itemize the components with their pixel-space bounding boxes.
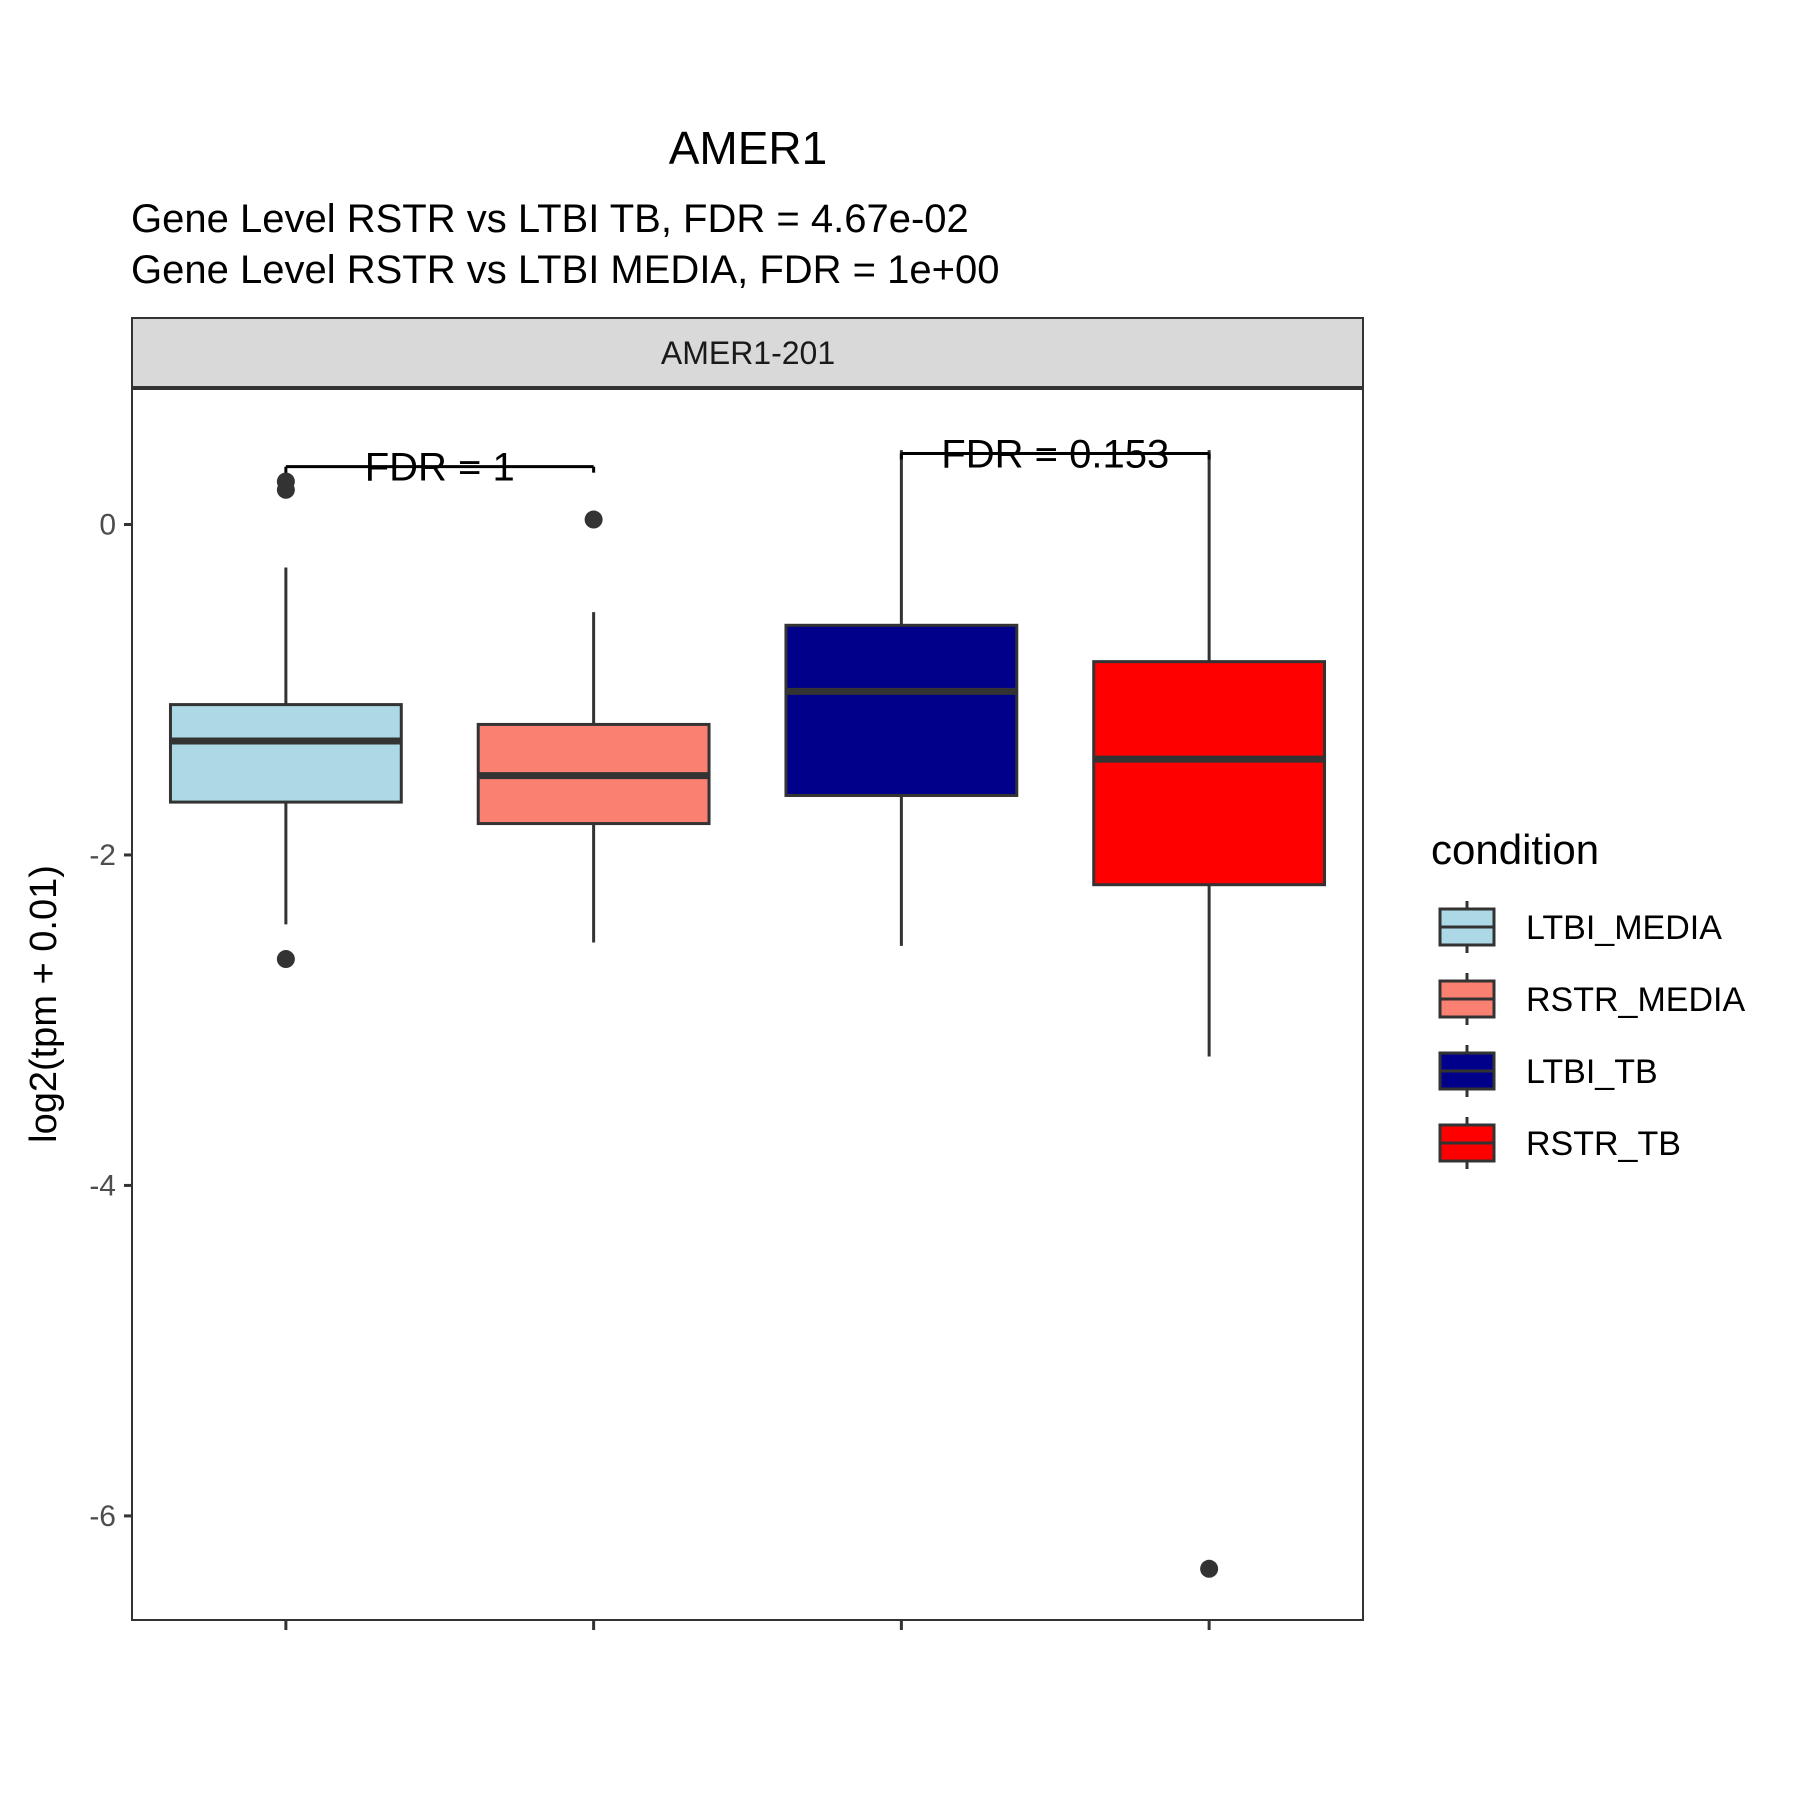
facet-strip-label: AMER1-201 bbox=[661, 335, 835, 371]
x-axis bbox=[284, 1620, 1211, 1630]
boxes-layer bbox=[168, 450, 1327, 1578]
plot-panel bbox=[131, 388, 1364, 1621]
legend-item-label: LTBI_TB bbox=[1526, 1053, 1658, 1091]
annotations-layer: FDR = 1 FDR = 0.153 bbox=[284, 432, 1211, 490]
y-tick-label: -4 bbox=[89, 1169, 116, 1202]
significance-bracket: FDR = 0.153 bbox=[899, 432, 1211, 476]
y-tick-label: 0 bbox=[99, 508, 116, 541]
chart-title: AMER1 bbox=[669, 122, 827, 174]
legend-item-rstr-tb: RSTR_TB bbox=[1438, 1117, 1681, 1169]
outlier-point bbox=[276, 950, 295, 969]
legend-item-label: RSTR_TB bbox=[1526, 1125, 1681, 1163]
box-rstr-media bbox=[476, 510, 711, 943]
legend: condition LTBI_MEDIA RSTR_MEDIA LTBI_TB RST… bbox=[1431, 826, 1745, 1169]
facet-strip bbox=[131, 317, 1364, 388]
legend-item-rstr-media: RSTR_MEDIA bbox=[1438, 973, 1745, 1025]
legend-item-label: LTBI_MEDIA bbox=[1526, 909, 1722, 947]
outlier-point bbox=[584, 510, 603, 529]
chart-subtitle-line-2: Gene Level RSTR vs LTBI MEDIA, FDR = 1e+… bbox=[131, 248, 999, 292]
outlier-point bbox=[276, 480, 295, 499]
box-body bbox=[168, 703, 403, 804]
significance-bracket: FDR = 1 bbox=[284, 446, 596, 490]
outlier-point bbox=[1200, 1559, 1219, 1578]
fdr-label: FDR = 1 bbox=[365, 446, 515, 490]
legend-item-ltbi-media: LTBI_MEDIA bbox=[1438, 901, 1722, 953]
box-rstr-tb bbox=[1092, 450, 1327, 1578]
y-axis: 0 -2 -4 -6 bbox=[89, 508, 132, 1533]
box-body bbox=[784, 623, 1019, 797]
y-axis-label: log2(tpm + 0.01) bbox=[23, 865, 65, 1143]
chart-subtitle-line-1: Gene Level RSTR vs LTBI TB, FDR = 4.67e-… bbox=[131, 197, 969, 241]
legend-item-label: RSTR_MEDIA bbox=[1526, 981, 1745, 1019]
box-ltbi-tb bbox=[784, 450, 1019, 946]
box-ltbi-media bbox=[168, 472, 403, 969]
legend-title: condition bbox=[1431, 826, 1599, 873]
legend-item-ltbi-tb: LTBI_TB bbox=[1438, 1045, 1658, 1097]
fdr-label: FDR = 0.153 bbox=[941, 432, 1169, 476]
box-body bbox=[1092, 660, 1327, 887]
y-tick-label: -6 bbox=[89, 1500, 116, 1533]
y-tick-label: -2 bbox=[89, 839, 116, 872]
